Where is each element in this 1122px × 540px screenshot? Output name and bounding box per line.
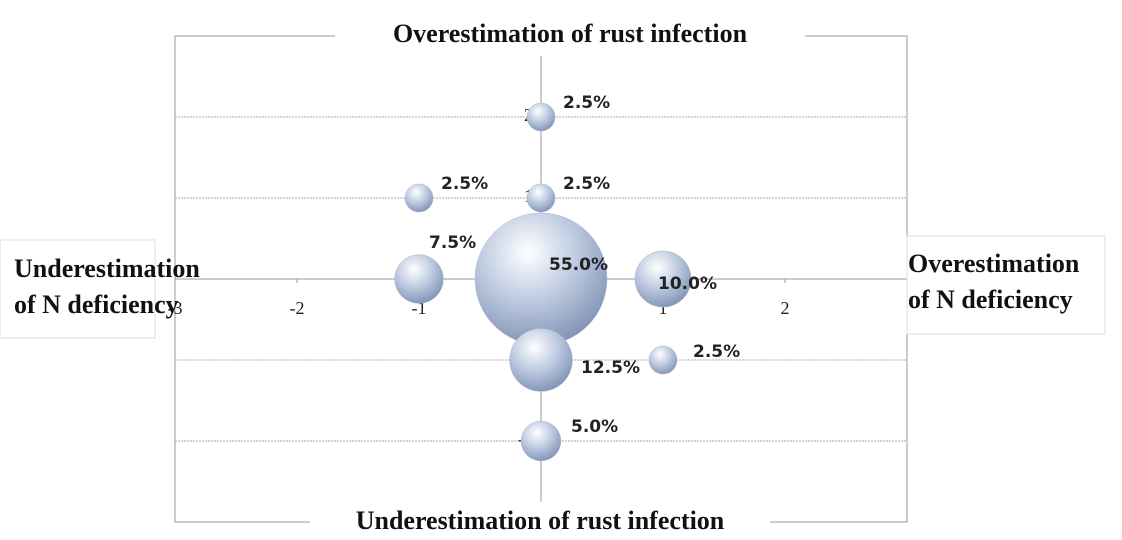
data-label: 2.5% [563,174,610,194]
data-label: 2.5% [563,93,610,113]
bubble [474,212,608,346]
data-label: 2.5% [693,342,740,362]
top-label: Overestimation of rust infection [393,19,748,48]
data-label: 55.0% [549,255,608,275]
x-tick-label: -2 [290,298,305,318]
bubble [648,345,678,375]
bubble [526,102,556,132]
data-label: 10.0% [658,274,717,294]
data-label: 7.5% [429,233,476,253]
bubble [520,420,562,462]
bubble [404,183,434,213]
bubble [526,183,556,213]
x-tick-label: 2 [781,298,790,318]
data-label: 12.5% [581,358,640,378]
right-label: Overestimation [908,249,1080,278]
right-label-box [906,235,1106,335]
x-tick-label: 1 [659,298,668,318]
left-label: Underestimation [14,254,200,283]
x-tick-label: -3 [168,298,183,318]
bottom-label: Underestimation of rust infection [356,506,725,535]
data-label: 5.0% [571,417,618,437]
bubble [509,328,573,392]
left-label: of N deficiency [14,290,179,319]
top-label-box [335,18,805,54]
bottom-label-box [310,506,770,540]
left-label-box [0,239,156,339]
bubble [394,254,444,304]
data-label: 2.5% [441,174,488,194]
right-label: of N deficiency [908,285,1073,314]
bubble [634,250,692,308]
